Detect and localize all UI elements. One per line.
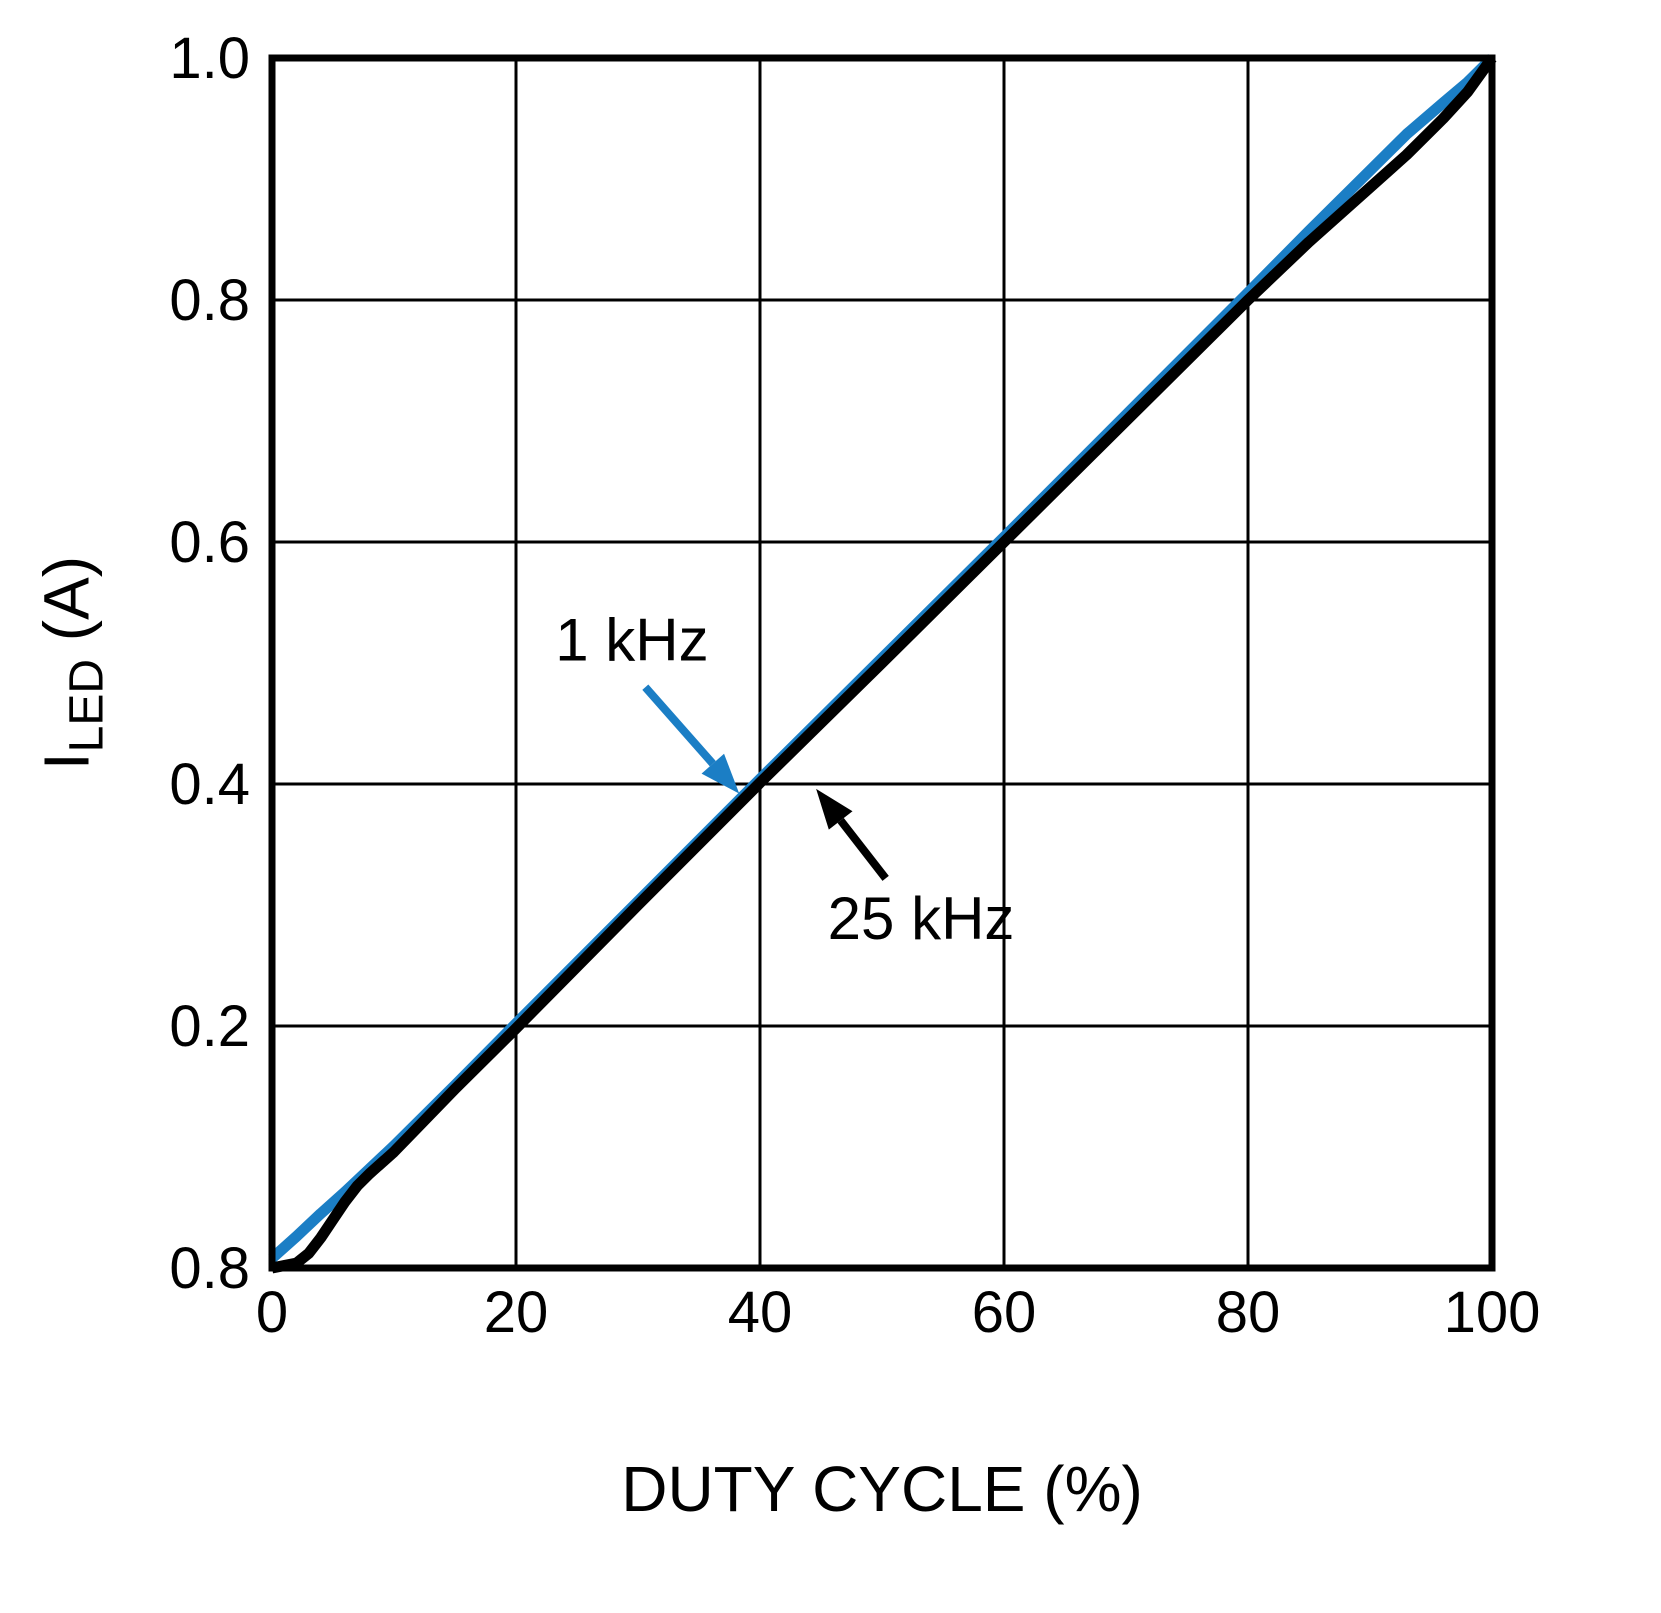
series-line-25-khz [270,54,1497,1274]
annotation-arrow-shaft-1-khz [642,684,716,767]
x-axis-title: DUTY CYCLE (%) [621,1453,1143,1525]
annotation-arrow-shaft-25-khz [837,817,889,881]
y-axis-title-subscript: LED [60,658,114,753]
y-tick-label: 0.6 [169,510,250,575]
y-tick-label: 0.8 [169,1236,250,1301]
annotation-arrow-head-1-khz [701,753,740,794]
annotation-label-1-khz: 1 kHz [555,607,708,674]
y-tick-label: 1.0 [169,26,250,91]
y-axis-title-unit: (A) [30,555,103,659]
x-tick-label: 100 [1444,1280,1541,1345]
x-tick-label: 40 [728,1280,793,1345]
y-tick-label: 0.4 [169,752,250,817]
x-tick-label: 20 [484,1280,549,1345]
y-axis-title: ILED (A) [30,556,115,770]
annotation-label-25-khz: 25 kHz [828,885,1015,952]
annotation-arrow-head-25-khz [816,788,853,830]
x-tick-label: 80 [1216,1280,1281,1345]
x-tick-label: 60 [972,1280,1037,1345]
x-tick-label: 0 [256,1280,288,1345]
y-tick-label: 0.2 [169,994,250,1059]
y-tick-label: 0.8 [169,268,250,333]
y-axis-title-main: I [30,752,103,771]
plot-border [268,54,1496,1272]
